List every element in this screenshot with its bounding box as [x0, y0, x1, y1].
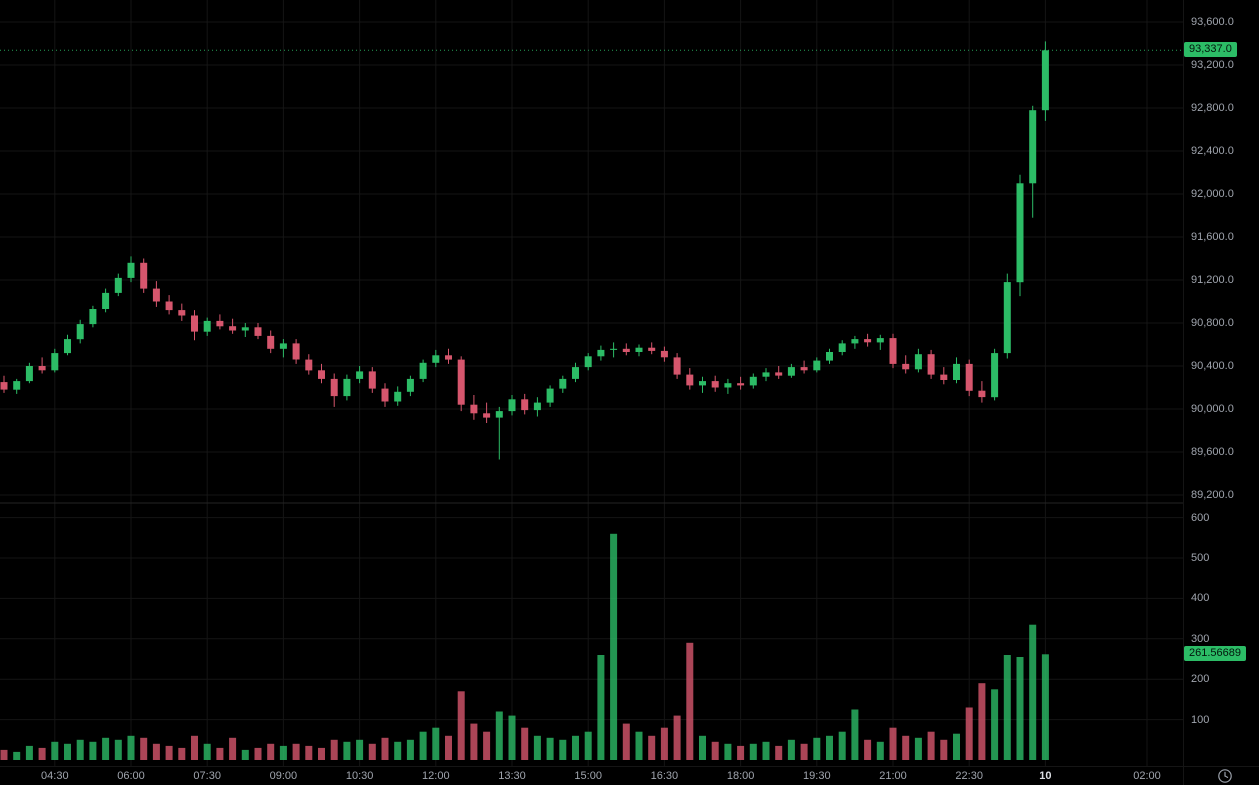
time-tick: 21:00 [879, 770, 907, 782]
time-tick: 15:00 [574, 770, 602, 782]
time-tick: 02:00 [1133, 770, 1161, 782]
price-tick: 93,600.0 [1191, 16, 1234, 28]
volume-tick: 300 [1191, 632, 1210, 645]
time-tick: 18:00 [726, 770, 755, 782]
time-tick: 22:30 [955, 770, 983, 782]
volume-tick: 600 [1191, 511, 1210, 524]
volume-tick: 500 [1191, 552, 1210, 564]
time-tick: 06:00 [117, 770, 145, 782]
price-tick: 90,800.0 [1191, 317, 1234, 329]
price-tick: 90,400.0 [1191, 360, 1234, 372]
price-axis[interactable]: 93,600.0 93,200.0 92,800.0 92,400.0 92,000.0… [1183, 0, 1259, 785]
time-tick: 16:30 [650, 770, 679, 782]
candles [0, 41, 1049, 460]
last-price-badge: 93,337.0 [1184, 42, 1237, 58]
candlestick-price-volume-chart[interactable] [0, 0, 1183, 766]
time-tick: 10:30 [345, 770, 374, 782]
price-tick: 89,200.0 [1191, 489, 1234, 501]
time-tick: 04:30 [41, 770, 69, 782]
timezone-clock-icon[interactable] [1217, 768, 1233, 784]
last-volume-badge: 261.56689 [1184, 646, 1246, 662]
time-tick: 19:30 [803, 770, 831, 782]
price-tick: 90,000.0 [1191, 403, 1234, 415]
price-tick: 91,600.0 [1191, 231, 1234, 243]
price-tick: 92,000.0 [1191, 188, 1234, 200]
volume-tick: 100 [1191, 713, 1210, 726]
grid-lines [0, 0, 1183, 766]
time-tick: 12:00 [422, 770, 450, 782]
price-tick: 91,200.0 [1191, 274, 1234, 286]
price-tick: 89,600.0 [1191, 446, 1234, 458]
time-tick: 10 [1039, 770, 1052, 782]
time-tick: 09:00 [269, 770, 298, 782]
time-axis[interactable]: 04:30 06:00 07:30 09:00 10:30 12:00 13:30 15:00… [0, 766, 1259, 785]
price-tick: 92,800.0 [1191, 102, 1234, 114]
price-tick: 93,200.0 [1191, 59, 1234, 71]
time-tick: 07:30 [193, 770, 221, 782]
volume-bars [0, 533, 1049, 760]
time-tick: 13:30 [498, 770, 526, 782]
volume-tick: 200 [1191, 673, 1210, 686]
volume-tick: 400 [1191, 592, 1210, 605]
price-tick: 92,400.0 [1191, 145, 1234, 157]
